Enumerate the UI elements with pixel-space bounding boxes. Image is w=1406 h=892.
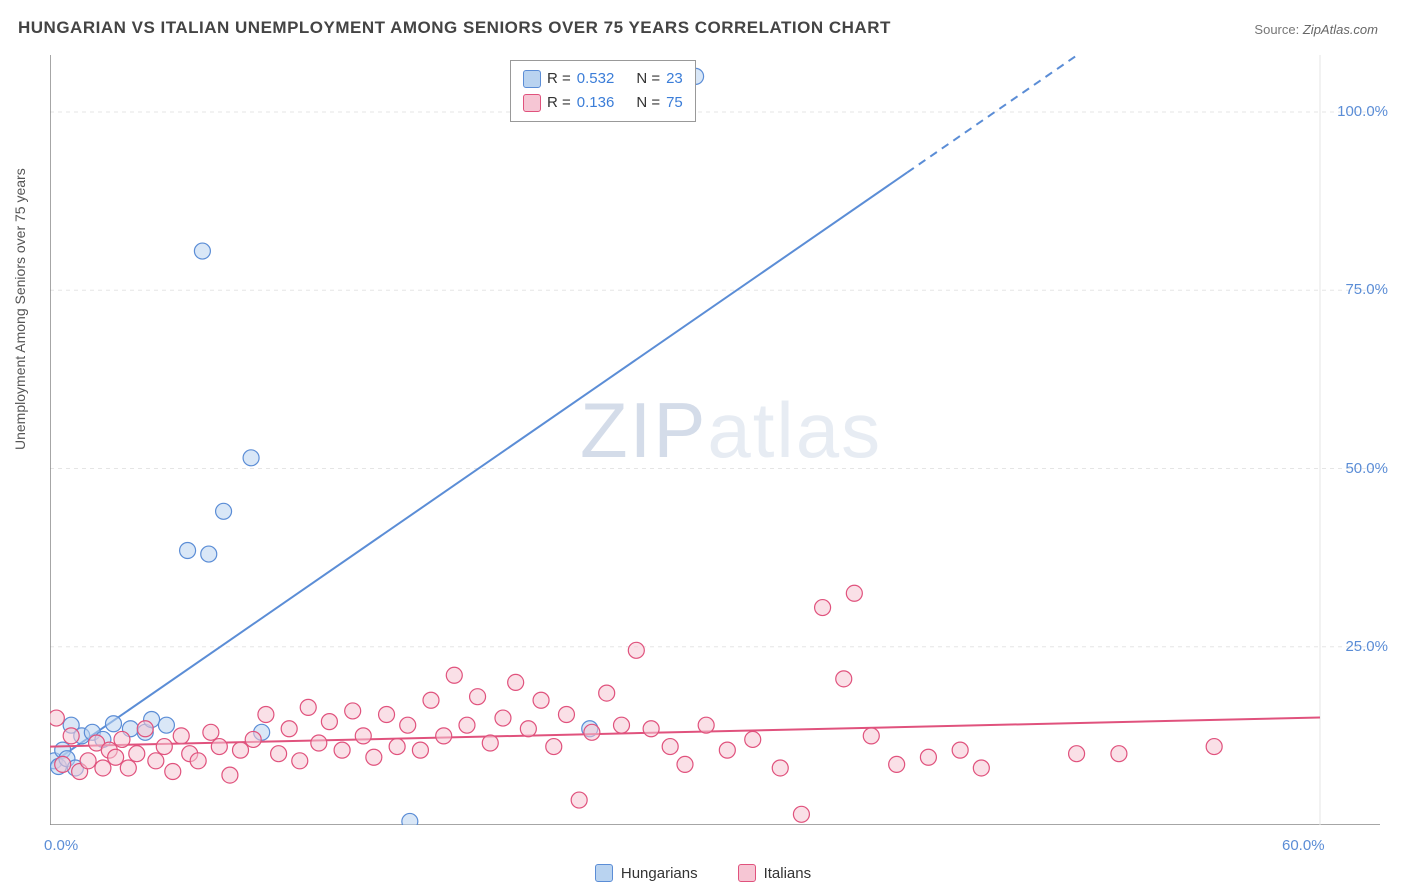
stats-swatch (523, 70, 541, 88)
stats-swatch (523, 94, 541, 112)
y-tick-label: 50.0% (1345, 460, 1388, 477)
stats-r-label: R = (547, 67, 571, 91)
legend-item: Hungarians (595, 864, 698, 882)
stats-n-label: N = (636, 67, 660, 91)
source-value: ZipAtlas.com (1303, 22, 1378, 37)
stats-n-value: 23 (666, 67, 683, 91)
stats-row: R = 0.136 N = 75 (523, 91, 683, 115)
legend-label: Hungarians (621, 865, 698, 882)
legend-swatch (738, 864, 756, 882)
y-tick-label: 75.0% (1345, 281, 1388, 298)
plot-svg (50, 55, 1380, 825)
chart-title: HUNGARIAN VS ITALIAN UNEMPLOYMENT AMONG … (18, 18, 891, 38)
chart-container: HUNGARIAN VS ITALIAN UNEMPLOYMENT AMONG … (0, 0, 1406, 892)
plot-area: ZIPatlas R = 0.532N = 23R = 0.136N = 75 (50, 55, 1380, 825)
source-label: Source: (1254, 22, 1299, 37)
legend-swatch (595, 864, 613, 882)
legend: Hungarians Italians (0, 864, 1406, 882)
stats-r-value: 0.532 (577, 67, 615, 91)
source-attribution: Source: ZipAtlas.com (1254, 22, 1378, 37)
x-tick-label: 0.0% (44, 837, 78, 854)
stats-row: R = 0.532 N = 23 (523, 67, 683, 91)
y-axis-label: Unemployment Among Seniors over 75 years (12, 168, 28, 450)
y-tick-label: 25.0% (1345, 638, 1388, 655)
legend-item: Italians (738, 864, 812, 882)
stats-n-value: 75 (666, 91, 683, 115)
x-tick-label: 60.0% (1282, 837, 1325, 854)
stats-r-label: R = (547, 91, 571, 115)
stats-n-label: N = (636, 91, 660, 115)
y-tick-label: 100.0% (1337, 103, 1388, 120)
stats-r-value: 0.136 (577, 91, 615, 115)
stats-box: R = 0.532 N = 23 R = 0.136 N = 75 (510, 60, 696, 122)
legend-label: Italians (764, 865, 812, 882)
